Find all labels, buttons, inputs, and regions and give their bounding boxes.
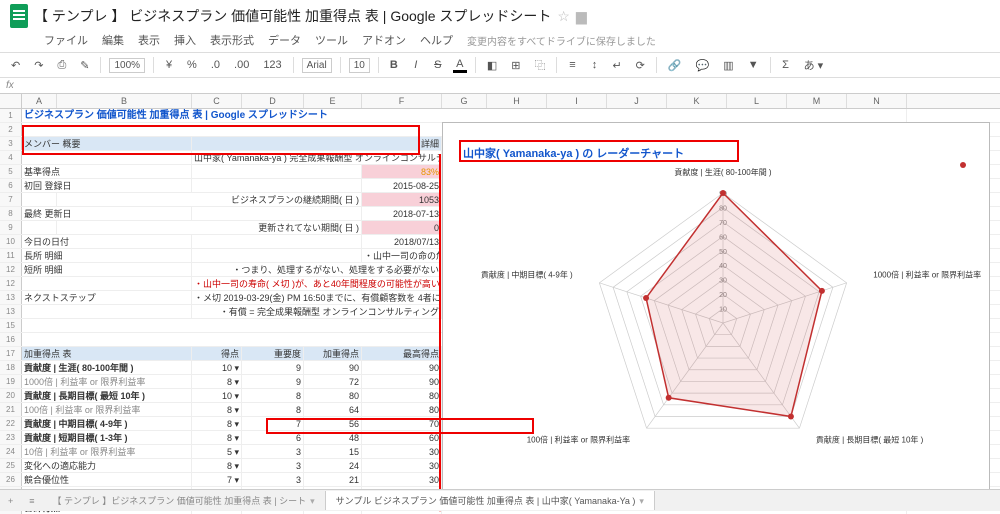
sheet-area: A B C D E F G H I J K L M N 1ビジネスプラン 価値可…: [0, 94, 1000, 514]
column-headers: A B C D E F G H I J K L M N: [0, 94, 1000, 109]
redo-button[interactable]: ↷: [31, 58, 46, 73]
col-I[interactable]: I: [547, 94, 607, 108]
col-D[interactable]: D: [242, 94, 304, 108]
menu-help[interactable]: ヘルプ: [420, 32, 453, 48]
sheet-tab-1[interactable]: 【 テンプレ 】ビジネスプラン 価値可能性 加重得点 表 | シート▾: [43, 491, 326, 510]
percent-button[interactable]: %: [184, 58, 200, 72]
folder-icon[interactable]: ▆: [576, 8, 587, 25]
bold-button[interactable]: B: [387, 58, 401, 72]
col-G[interactable]: G: [442, 94, 487, 108]
sheet-tabs: + ≡ 【 テンプレ 】ビジネスプラン 価値可能性 加重得点 表 | シート▾ …: [0, 489, 1000, 511]
more-button[interactable]: あ ▾: [801, 56, 827, 74]
title-bar: 【 テンプレ 】 ビジネスプラン 価値可能性 加重得点 表 | Google ス…: [0, 0, 1000, 30]
radar-chart[interactable]: 山中家( Yamanaka-ya ) の レーダーチャート 1020304050…: [442, 122, 990, 494]
undo-button[interactable]: ↶: [8, 58, 23, 73]
col-L[interactable]: L: [727, 94, 787, 108]
col-E[interactable]: E: [304, 94, 362, 108]
col-K[interactable]: K: [667, 94, 727, 108]
link-button[interactable]: 🔗: [665, 58, 685, 73]
sheets-icon: [10, 4, 28, 28]
fx-icon: fx: [6, 80, 14, 91]
toolbar: ↶ ↷ ⎙ ✎ 100% ¥ % .0 .00 123 Arial 10 B I…: [0, 53, 1000, 78]
svg-text:貢献度 | 中期目標( 4-9年 ): 貢献度 | 中期目標( 4-9年 ): [481, 269, 573, 279]
rotate-button[interactable]: ⟳: [633, 58, 648, 73]
col-H[interactable]: H: [487, 94, 547, 108]
menu-edit[interactable]: 編集: [102, 32, 124, 48]
menu-data[interactable]: データ: [268, 32, 301, 48]
functions-button[interactable]: Σ: [779, 58, 793, 72]
fill-color-button[interactable]: ◧: [484, 58, 500, 73]
col-N[interactable]: N: [847, 94, 907, 108]
formula-bar[interactable]: fx: [0, 78, 1000, 94]
add-sheet-button[interactable]: +: [0, 496, 21, 506]
menu-addons[interactable]: アドオン: [362, 32, 406, 48]
comment-button[interactable]: 💬: [693, 58, 713, 73]
currency-button[interactable]: ¥: [162, 58, 176, 72]
menu-file[interactable]: ファイル: [44, 32, 88, 48]
chart-button[interactable]: ▥: [720, 58, 736, 73]
format-button[interactable]: 123: [260, 58, 284, 72]
dec-dec-button[interactable]: .0: [208, 58, 223, 72]
font-size-select[interactable]: 10: [349, 58, 370, 73]
merge-button[interactable]: ⿻: [531, 56, 548, 74]
sheet-tab-2[interactable]: サンプル ビジネスプラン 価値可能性 加重得点 表 | 山中家( Yamanak…: [326, 491, 655, 510]
strike-button[interactable]: S: [431, 58, 445, 72]
borders-button[interactable]: ⊞: [508, 58, 523, 73]
col-M[interactable]: M: [787, 94, 847, 108]
halign-button[interactable]: ≡: [565, 58, 579, 72]
col-F[interactable]: F: [362, 94, 442, 108]
col-A[interactable]: A: [22, 94, 57, 108]
svg-text:貢献度 | 長期目標( 最短 10年 ): 貢献度 | 長期目標( 最短 10年 ): [816, 435, 924, 445]
star-icon[interactable]: ☆: [557, 8, 570, 25]
svg-text:100倍 | 利益率 or 限界利益率: 100倍 | 利益率 or 限界利益率: [527, 435, 630, 445]
menu-format[interactable]: 表示形式: [210, 32, 254, 48]
menu-view[interactable]: 表示: [138, 32, 160, 48]
paint-button[interactable]: ✎: [77, 58, 92, 73]
menu-insert[interactable]: 挿入: [174, 32, 196, 48]
doc-title[interactable]: 【 テンプレ 】 ビジネスプラン 価値可能性 加重得点 表 | Google ス…: [34, 6, 551, 26]
valign-button[interactable]: ↕: [587, 58, 601, 72]
save-status: 変更内容をすべてドライブに保存しました: [467, 33, 656, 48]
zoom-select[interactable]: 100%: [109, 58, 145, 73]
filter-button[interactable]: ▼: [745, 58, 762, 72]
svg-text:1000倍 | 利益率 or 限界利益率: 1000倍 | 利益率 or 限界利益率: [873, 269, 981, 279]
print-button[interactable]: ⎙: [54, 58, 69, 73]
italic-button[interactable]: I: [409, 58, 423, 72]
col-B[interactable]: B: [57, 94, 192, 108]
font-select[interactable]: Arial: [302, 58, 332, 73]
svg-text:貢献度 | 生涯( 80-100年間 ): 貢献度 | 生涯( 80-100年間 ): [674, 167, 772, 177]
wrap-button[interactable]: ↵: [609, 58, 624, 73]
menu-bar: ファイル 編集 表示 挿入 表示形式 データ ツール アドオン ヘルプ 変更内容…: [0, 30, 1000, 53]
text-color-button[interactable]: A: [453, 58, 467, 73]
all-sheets-button[interactable]: ≡: [21, 496, 42, 506]
col-J[interactable]: J: [607, 94, 667, 108]
col-C[interactable]: C: [192, 94, 242, 108]
menu-tools[interactable]: ツール: [315, 32, 348, 48]
dec-inc-button[interactable]: .00: [231, 58, 252, 72]
